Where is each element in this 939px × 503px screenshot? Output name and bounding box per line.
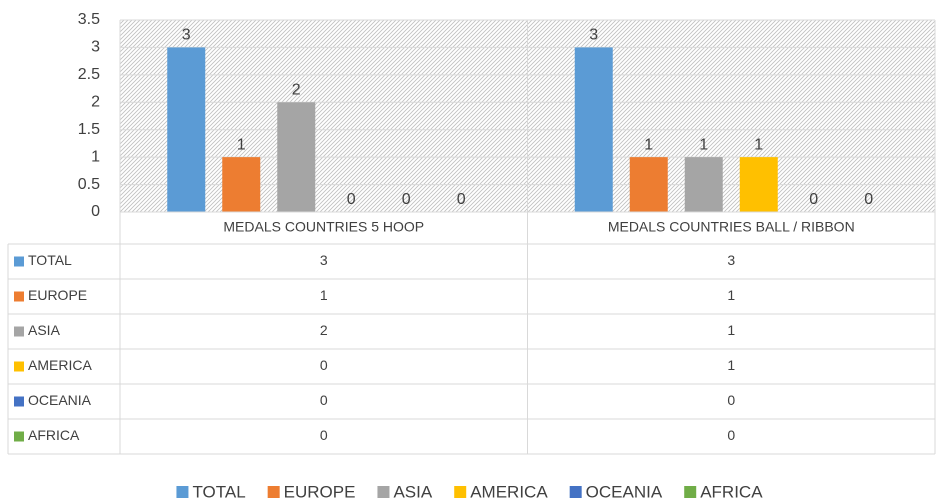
data-label: 0 [809, 191, 818, 208]
legend-label: AFRICA [700, 482, 763, 501]
bar [167, 47, 206, 212]
table-value: 0 [320, 427, 328, 443]
table-row-label: TOTAL [28, 252, 72, 268]
legend-key [684, 486, 697, 498]
y-tick-label: 0.5 [78, 176, 100, 193]
y-tick-label: 2.5 [78, 66, 100, 83]
table-value: 0 [727, 392, 735, 408]
legend-key [14, 396, 24, 407]
data-label: 0 [864, 191, 873, 208]
bar [277, 102, 316, 212]
data-label: 1 [237, 136, 246, 153]
bar [574, 47, 613, 212]
table-row-label: EUROPE [28, 287, 87, 303]
y-tick-label: 2 [91, 94, 100, 111]
bar [629, 157, 668, 212]
data-label: 0 [402, 191, 411, 208]
table-row-label: AMERICA [28, 357, 92, 373]
legend-label: EUROPE [284, 482, 356, 501]
bar [222, 157, 261, 212]
data-label: 0 [457, 191, 466, 208]
x-tick-label: MEDALS COUNTRIES BALL / RIBBON [608, 219, 855, 235]
bar [739, 157, 778, 212]
legend-key [454, 486, 467, 498]
y-tick-label: 3.5 [78, 11, 100, 28]
legend-key [14, 291, 24, 302]
table-value: 1 [320, 287, 328, 303]
table-value: 3 [727, 252, 735, 268]
data-label: 3 [589, 27, 598, 44]
table-value: 1 [727, 287, 735, 303]
legend-key [377, 486, 390, 498]
legend-label: ASIA [393, 482, 432, 501]
y-tick-label: 1 [91, 148, 100, 165]
legend-label: OCEANIA [586, 482, 663, 501]
legend-key [569, 486, 582, 498]
legend-key [14, 431, 24, 442]
table-row-label: OCEANIA [28, 392, 92, 408]
data-label: 3 [182, 27, 191, 44]
table-value: 1 [727, 357, 735, 373]
legend-key [14, 256, 24, 267]
table-value: 0 [320, 357, 328, 373]
data-label: 1 [699, 136, 708, 153]
data-label: 0 [347, 191, 356, 208]
legend-key [267, 486, 280, 498]
y-tick-label: 3 [91, 39, 100, 56]
y-tick-label: 1.5 [78, 121, 100, 138]
legend-key [14, 361, 24, 372]
table-value: 0 [727, 427, 735, 443]
table-row-label: AFRICA [28, 427, 80, 443]
table-value: 2 [320, 322, 328, 338]
legend-key [14, 326, 24, 337]
legend-label: TOTAL [192, 482, 245, 501]
bar [684, 157, 723, 212]
data-label: 1 [644, 136, 653, 153]
table-value: 3 [320, 252, 328, 268]
y-tick-label: 0 [91, 203, 100, 220]
legend-key [176, 486, 189, 498]
data-label: 1 [754, 136, 763, 153]
table-value: 1 [727, 322, 735, 338]
data-label: 2 [292, 82, 301, 99]
table-value: 0 [320, 392, 328, 408]
table-row-label: ASIA [28, 322, 61, 338]
legend-label: AMERICA [470, 482, 548, 501]
x-tick-label: MEDALS COUNTRIES 5 HOOP [223, 219, 424, 235]
